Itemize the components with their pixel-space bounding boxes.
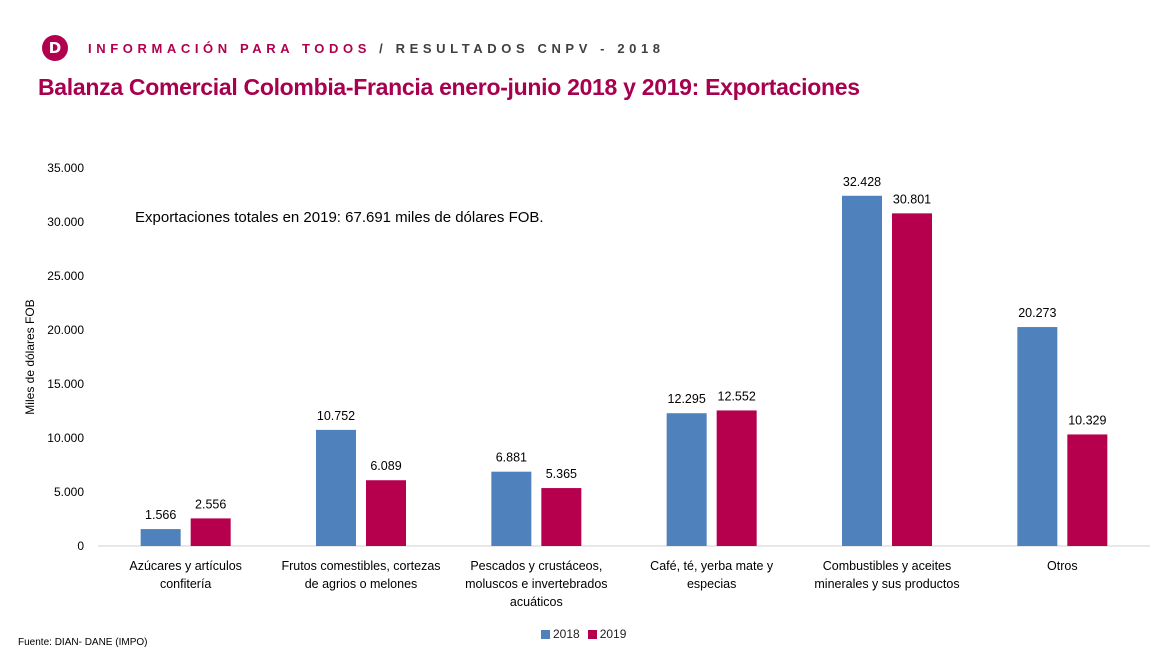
data-label-2018: 20.273 — [1018, 306, 1056, 320]
data-label-2019: 10.329 — [1068, 413, 1106, 427]
category-label: especias — [687, 577, 736, 591]
bar-2018 — [842, 195, 882, 547]
data-label-2019: 30.801 — [893, 192, 931, 206]
y-axis-label: Miles de dólares FOB — [23, 299, 37, 414]
header-subtext: RESULTADOS CNPV - 2018 — [395, 40, 665, 56]
category-label: Combustibles y aceites — [823, 559, 952, 573]
data-label-2018: 1.566 — [145, 508, 176, 522]
bar-2018 — [666, 413, 707, 546]
data-label-2018: 6.881 — [496, 451, 527, 465]
bar-2019 — [541, 488, 582, 546]
header-separator: / — [370, 40, 396, 56]
brand-text: INFORMACIÓN PARA TODOS — [88, 40, 371, 56]
legend-item-2019: 2019 — [587, 627, 627, 641]
y-tick-label: 35.000 — [47, 161, 84, 175]
data-label-2019: 2.556 — [195, 497, 226, 511]
y-tick-label: 25.000 — [47, 269, 84, 283]
category-label: Pescados y crustáceos, — [470, 559, 602, 573]
bar-2018 — [491, 471, 532, 546]
legend-label-2019: 2019 — [599, 627, 627, 641]
data-label-2018: 10.752 — [317, 409, 355, 423]
category-label: moluscos e invertebrados — [465, 577, 607, 591]
category-label: Frutos comestibles, cortezas — [281, 559, 440, 573]
y-tick-label: 15.000 — [47, 377, 84, 391]
header: D INFORMACIÓN PARA TODOS / RESULTADOS CN… — [42, 34, 665, 62]
data-label-2019: 5.365 — [546, 467, 577, 481]
category-label: minerales y sus productos — [814, 577, 959, 591]
y-tick-label: 5.000 — [54, 485, 84, 499]
category-label: Café, té, yerba mate y — [650, 559, 774, 573]
legend: 2018 2019 — [541, 627, 634, 641]
y-tick-label: 30.000 — [47, 215, 84, 229]
category-label: Azúcares y artículos — [129, 559, 242, 573]
y-tick-label: 10.000 — [47, 431, 84, 445]
legend-swatch-2018 — [541, 629, 550, 639]
y-tick-label: 0 — [77, 539, 84, 553]
legend-item-2018: 2018 — [541, 627, 580, 641]
category-label: de agrios o melones — [305, 577, 418, 591]
header-text: INFORMACIÓN PARA TODOS / RESULTADOS CNPV… — [88, 41, 665, 56]
dane-logo-icon: D — [42, 35, 68, 61]
bar-2019 — [1067, 434, 1108, 546]
category-label: acuáticos — [510, 595, 563, 609]
chart-title: Balanza Comercial Colombia-Francia enero… — [38, 74, 860, 100]
legend-label-2018: 2018 — [553, 627, 580, 641]
data-label-2018: 12.295 — [668, 392, 706, 406]
category-label: confitería — [160, 577, 211, 591]
total-annotation: Exportaciones totales en 2019: 67.691 mi… — [135, 209, 544, 226]
bar-2019 — [716, 410, 757, 546]
bar-2018 — [316, 429, 356, 546]
y-tick-label: 20.000 — [47, 323, 84, 337]
bar-2019 — [366, 480, 406, 546]
bar-2018 — [140, 529, 181, 546]
category-label: Otros — [1047, 559, 1078, 573]
data-label-2019: 12.552 — [718, 389, 756, 403]
source-note: Fuente: DIAN- DANE (IMPO) — [18, 637, 148, 648]
bar-2019 — [190, 518, 231, 546]
data-label-2018: 32.428 — [843, 175, 881, 189]
bar-2018 — [1017, 327, 1058, 546]
data-label-2019: 6.089 — [370, 459, 401, 473]
legend-swatch-2019 — [587, 629, 597, 639]
bar-2019 — [892, 213, 932, 547]
